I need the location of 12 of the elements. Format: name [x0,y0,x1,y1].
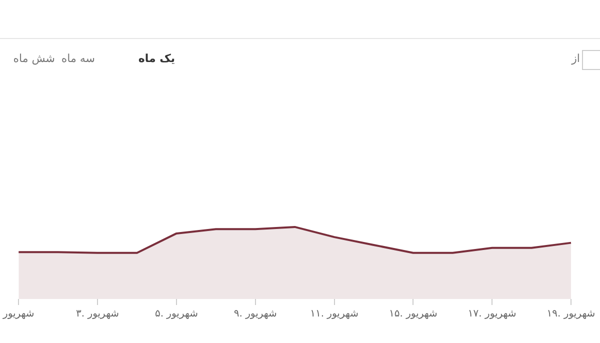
x-tick-label: ۱۱. شهریور [310,308,358,320]
x-tick-label: شهریور [2,308,34,320]
x-tick-label: ۳. شهریور [76,308,120,320]
text: شش ماه [13,52,55,65]
x-tick-label: ۹. شهریور [234,308,277,320]
x-tick-label: ۱۷. شهریور [468,308,516,320]
text: از [572,52,580,65]
text: سه ماه [61,52,95,65]
x-tick-label: ۵. شهریور [154,308,198,320]
x-tick-label: ۱۹. شهریور [546,308,596,320]
x-tick-label: ۱۵. شهریور [388,308,438,320]
text: یک ماه [138,52,175,65]
